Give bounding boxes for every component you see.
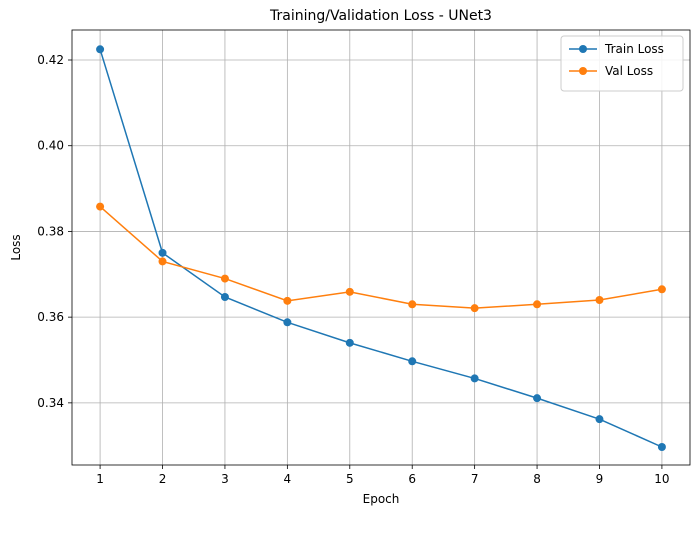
x-tick-label: 3 bbox=[221, 472, 229, 486]
y-axis-label: Loss bbox=[9, 234, 23, 260]
x-tick-label: 5 bbox=[346, 472, 354, 486]
train-loss-point bbox=[408, 357, 417, 366]
tick-layer: 1 2 3 4 5 6 7 8 9 10 0.34 0.36 0.38 0.40 0.42 bbox=[37, 53, 669, 486]
grid-layer bbox=[72, 30, 690, 465]
val-loss-point bbox=[408, 300, 417, 309]
y-tick-label: 0.36 bbox=[37, 310, 64, 324]
train-loss-point bbox=[533, 394, 542, 403]
x-tick-label: 10 bbox=[654, 472, 669, 486]
y-tick-label: 0.34 bbox=[37, 396, 64, 410]
train-loss-point bbox=[470, 374, 479, 383]
x-tick-label: 1 bbox=[96, 472, 104, 486]
x-tick-label: 7 bbox=[471, 472, 479, 486]
val-loss-point bbox=[158, 257, 167, 266]
val-loss-point bbox=[470, 304, 479, 313]
val-loss-line bbox=[99, 206, 663, 309]
x-tick-label: 8 bbox=[533, 472, 541, 486]
chart-title: Training/Validation Loss - UNet3 bbox=[269, 8, 492, 24]
y-tick-label: 0.38 bbox=[37, 224, 64, 238]
val-loss-point bbox=[220, 274, 229, 283]
train-loss-point bbox=[657, 443, 666, 451]
legend-val-loss-label: Val Loss bbox=[605, 64, 653, 78]
train-loss-point bbox=[158, 248, 167, 257]
legend-train-loss-label: Train Loss bbox=[604, 42, 664, 56]
y-tick-label: 0.40 bbox=[37, 139, 64, 153]
legend-val-loss-swatch-marker bbox=[579, 67, 587, 75]
val-loss-point bbox=[96, 202, 105, 211]
y-tick-label: 0.42 bbox=[37, 53, 64, 67]
x-tick-label: 4 bbox=[284, 472, 292, 486]
x-tick-label: 2 bbox=[159, 472, 167, 486]
x-tick-label: 6 bbox=[408, 472, 416, 486]
val-loss-point bbox=[345, 287, 354, 296]
x-axis-label: Epoch bbox=[363, 492, 400, 506]
val-loss-point bbox=[595, 296, 604, 304]
legend: Train Loss Val Loss bbox=[560, 35, 684, 92]
plot-frame bbox=[71, 29, 691, 466]
x-tick-label: 9 bbox=[596, 472, 604, 486]
train-loss-point bbox=[595, 415, 604, 424]
legend-train-loss-swatch-marker bbox=[579, 45, 587, 53]
val-loss-point bbox=[533, 300, 542, 309]
train-loss-point bbox=[220, 293, 229, 301]
val-loss-point bbox=[283, 296, 292, 305]
train-loss-point bbox=[96, 45, 105, 54]
val-loss-point bbox=[657, 285, 666, 294]
train-loss-line bbox=[99, 49, 663, 448]
series-layer bbox=[96, 45, 666, 451]
train-loss-point bbox=[345, 338, 354, 347]
train-loss-point bbox=[283, 318, 292, 327]
